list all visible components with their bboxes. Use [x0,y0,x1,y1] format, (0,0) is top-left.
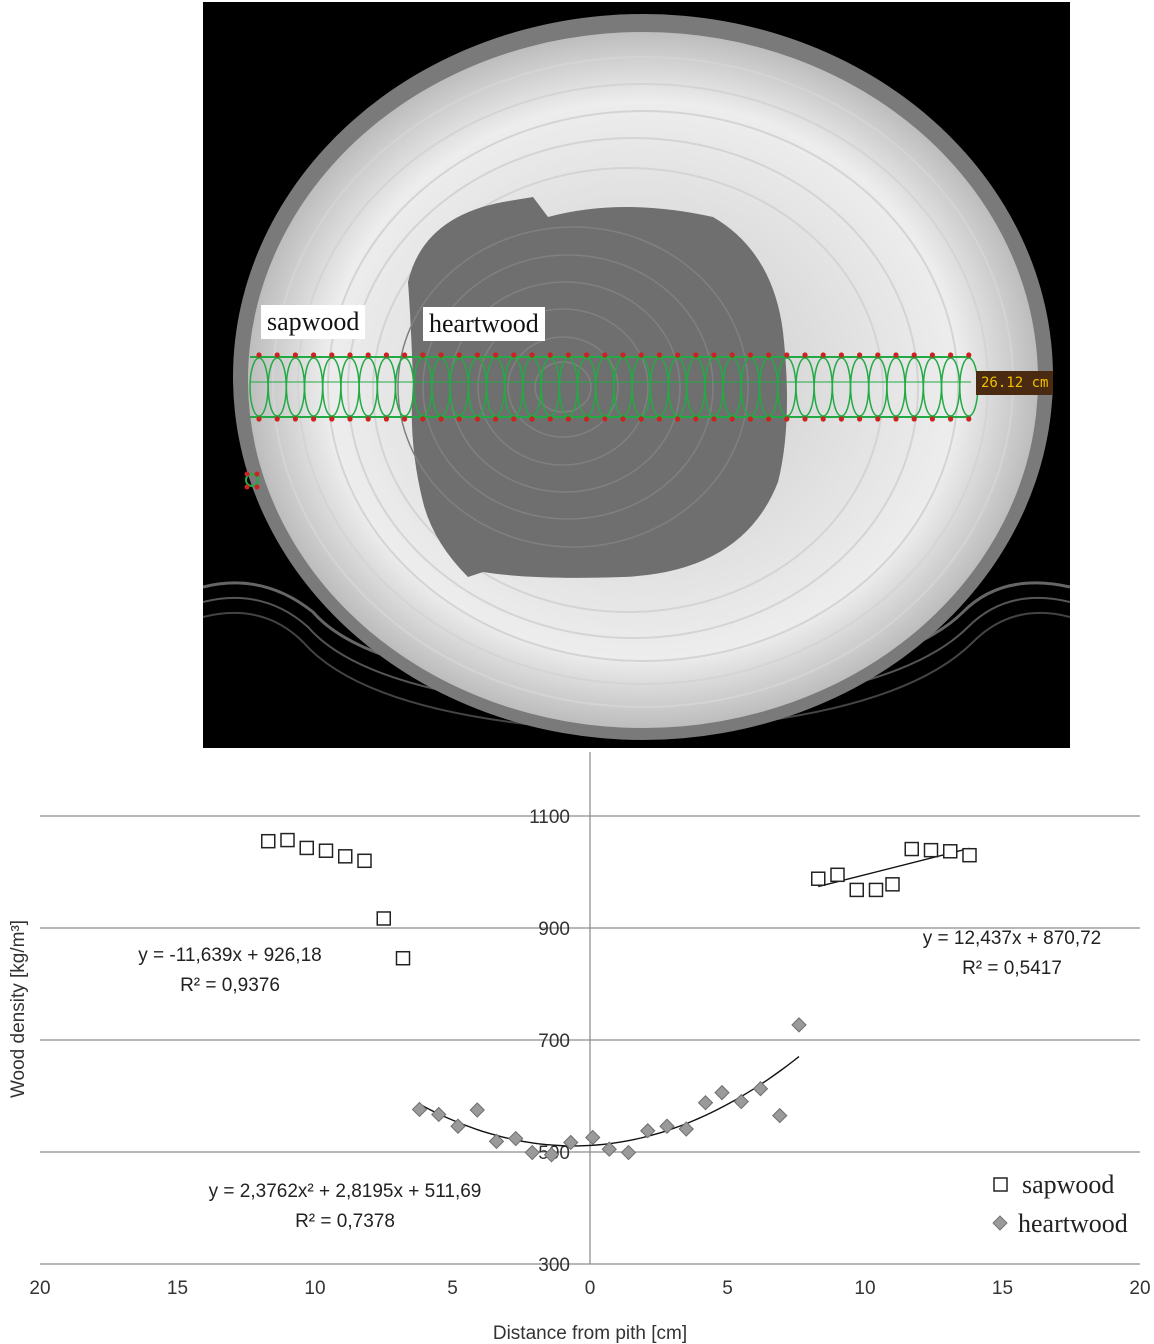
sapwood-point [885,877,900,892]
sapwood-point [376,911,391,926]
heartwood-point [411,1101,428,1118]
sapwood-point [280,832,295,848]
sapwood-point [299,840,314,856]
heartwood-point [678,1121,694,1137]
x-tick-label: 10 [304,1278,325,1299]
legend-sapwood-marker [993,1177,1008,1192]
x-tick-label: 20 [1129,1278,1150,1299]
legend-heartwood-label: heartwood [1018,1209,1128,1238]
sapwood-point [357,853,372,869]
sapwood-point [943,844,958,859]
heartwood-point [543,1147,560,1163]
y-tick-label: 300 [538,1255,570,1276]
x-tick-label: 20 [29,1278,50,1299]
heartwood-point [697,1095,714,1111]
heartwood-point [563,1134,579,1151]
sapwood-point [849,882,864,898]
sapwood-point [811,871,826,886]
x-tick-label: 5 [722,1278,733,1299]
heartwood-point [585,1129,601,1146]
heartwood-point [431,1106,447,1123]
legend-heartwood-marker [992,1215,1008,1231]
trend-lines [419,847,970,1147]
trendline-equation-heartwood: y = 2,3762x² + 2,8195x + 511,69 [209,1181,482,1202]
trendline-equation-right: y = 12,437x + 870,72 [923,928,1102,949]
heartwood-point [450,1118,466,1134]
heartwood-point [524,1144,540,1161]
sapwood-point [904,841,919,857]
sapwood-point [830,867,845,883]
sapwood-point [395,950,411,966]
sapwood-point [261,833,276,849]
trendline-r2-right: R² = 0,5417 [962,958,1062,979]
x-tick-label: 10 [854,1278,875,1299]
sapwood-point [338,849,353,864]
trendline-r2-heartwood: R² = 0,7378 [295,1211,395,1232]
legend: sapwood heartwood [992,1170,1128,1238]
heartwood-point [469,1102,485,1118]
sapwood-label: sapwood [261,305,366,339]
measurement-label: 26.12 cm [976,371,1054,395]
x-tick-label: 15 [167,1278,188,1299]
heartwood-point [620,1144,637,1161]
y-axis-title: Wood density [kg/m³] [8,920,29,1098]
x-tick-labels: 20 15 10 5 0 5 10 15 20 [29,1278,1150,1299]
heartwood-point [659,1118,675,1134]
y-tick-label: 1100 [529,807,570,828]
trendline-equation-left: y = -11,639x + 926,18 [138,945,321,966]
legend-sapwood-label: sapwood [1022,1170,1114,1199]
x-tick-label: 5 [447,1278,458,1299]
trendline-r2-left: R² = 0,9376 [180,975,280,996]
y-tick-label: 700 [538,1031,570,1052]
sapwood-points [261,832,977,966]
ct-scan-image: sapwood heartwood 26.12 cm [203,2,1070,748]
x-tick-label: 15 [992,1278,1013,1299]
sapwood-point [318,843,334,858]
sapwood-point [868,882,884,898]
measurement-band [249,352,979,422]
sapwood-point [923,842,939,858]
heartwood-point [601,1141,617,1157]
heartwood-point [714,1084,730,1101]
heartwood-points [411,1017,807,1163]
y-tick-labels: 3005007009001100 [529,807,570,1276]
heartwood-point [752,1081,769,1097]
heartwood-point [488,1133,505,1150]
small-marker [244,471,260,490]
heartwood-point [508,1130,524,1147]
sapwood-point [962,847,977,863]
heartwood-label: heartwood [423,307,545,341]
y-tick-label: 900 [538,919,570,940]
heartwood-region [408,197,787,578]
log-cross-section [203,14,1070,740]
heartwood-point [733,1093,749,1110]
x-tick-label: 0 [585,1278,596,1299]
x-axis-title: Distance from pith [cm] [493,1323,687,1344]
heartwood-point [640,1123,656,1139]
heartwood-point [791,1017,807,1033]
heartwood-point [772,1107,788,1124]
